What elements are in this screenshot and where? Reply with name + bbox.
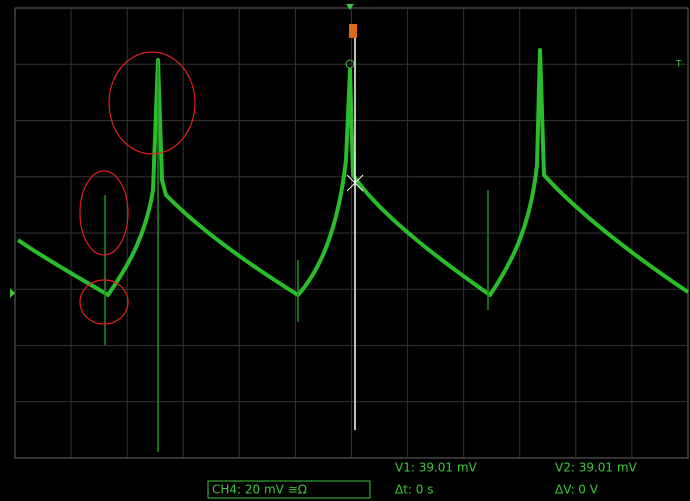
annotation-circles (79, 51, 196, 325)
trigger-flag (349, 24, 357, 38)
cursor-v1: V1: 39.01 mV (395, 461, 478, 475)
trigger-level-marker (345, 59, 355, 69)
cursor-dv: ΔV: 0 V (555, 483, 599, 497)
cursor-dt: Δt: 0 s (395, 483, 433, 497)
waveform (16, 48, 690, 297)
trigger-label: T (675, 60, 682, 70)
channel-label[interactable]: CH4: 20 mV ≅Ω (212, 483, 307, 497)
spikes (104, 60, 489, 452)
channel-box[interactable] (207, 480, 371, 499)
cursor-v2: V2: 39.01 mV (555, 461, 638, 475)
channel-ground-marker (10, 288, 15, 298)
trigger-position-marker (346, 4, 354, 10)
cursor-cross (346, 174, 364, 192)
